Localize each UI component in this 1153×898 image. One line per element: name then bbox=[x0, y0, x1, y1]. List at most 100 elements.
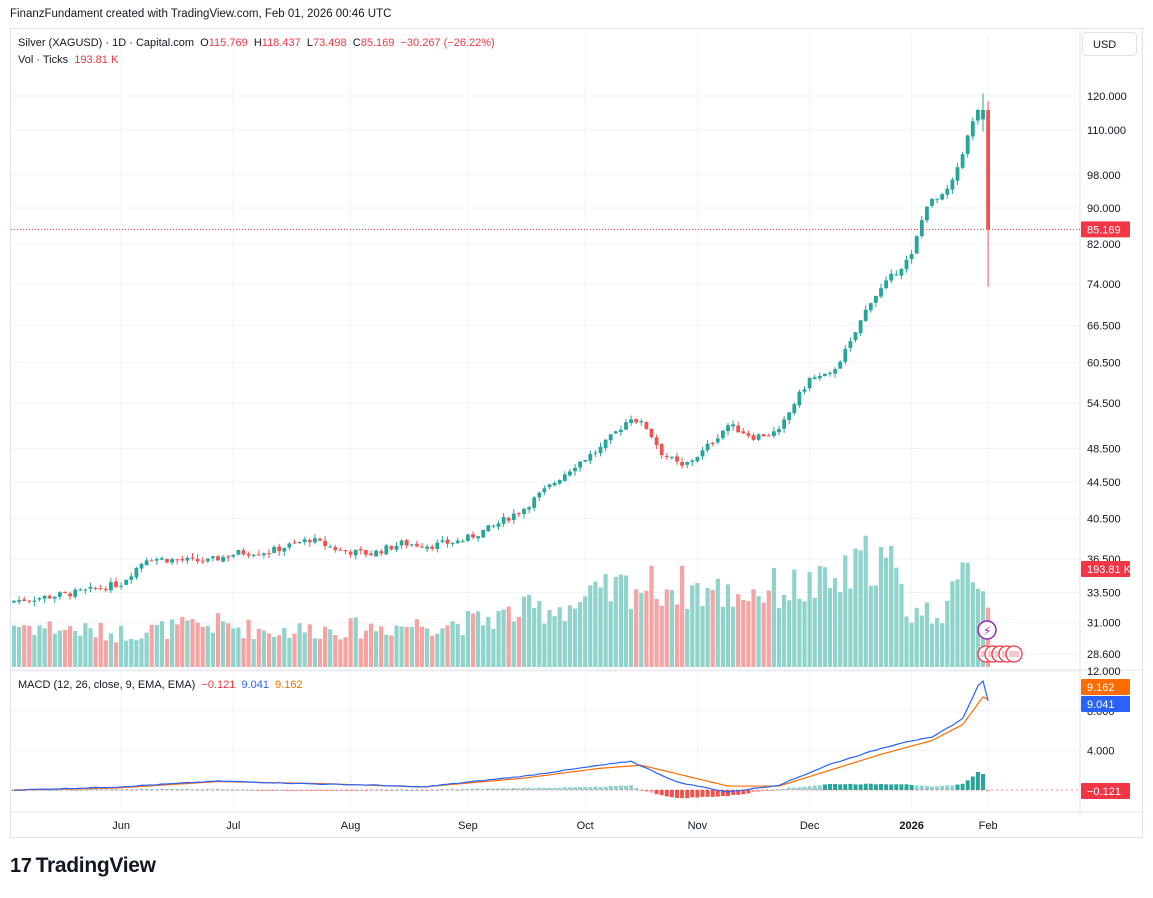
overlay-markers: ⚡ bbox=[977, 620, 1023, 663]
time-tick-label: Aug bbox=[341, 820, 361, 832]
volume-bar bbox=[521, 596, 527, 667]
candle-body bbox=[664, 455, 669, 457]
candle-body bbox=[103, 588, 108, 591]
candle-body bbox=[792, 404, 797, 414]
macd-histogram-bar bbox=[975, 771, 980, 790]
candles bbox=[12, 93, 990, 607]
candle-body bbox=[491, 525, 496, 527]
macd-histogram-bar bbox=[828, 783, 832, 790]
macd-histogram-bar bbox=[532, 788, 537, 790]
candle-body bbox=[292, 542, 297, 544]
macd-histogram-bar bbox=[476, 788, 481, 790]
macd-histogram-bar bbox=[899, 784, 904, 790]
volume-bar bbox=[496, 610, 501, 667]
currency-button[interactable]: USD bbox=[1082, 32, 1137, 56]
candle-body bbox=[511, 513, 516, 520]
candle-body bbox=[364, 550, 368, 555]
macd-histogram-bar bbox=[267, 790, 271, 791]
open-label: O bbox=[200, 37, 209, 49]
candle-body bbox=[501, 517, 506, 524]
event-lightning-icon bbox=[977, 620, 997, 640]
macd-histogram-bar bbox=[914, 785, 919, 790]
candle-body bbox=[83, 589, 88, 591]
macd-histogram-bar bbox=[63, 789, 67, 791]
volume-bar bbox=[812, 597, 817, 667]
candle-body bbox=[476, 536, 480, 539]
candle-body bbox=[685, 462, 690, 465]
volume-bar bbox=[807, 572, 812, 667]
candle-body bbox=[160, 558, 164, 560]
candle-body bbox=[593, 452, 598, 454]
volume-legend[interactable]: Vol · Ticks 193.81 K bbox=[18, 54, 118, 66]
tradingview-logo[interactable]: 17 TradingView bbox=[10, 854, 156, 878]
macd-histogram-bar bbox=[328, 790, 333, 791]
volume-bar bbox=[425, 628, 430, 667]
price-tick-label: 82.000 bbox=[1087, 239, 1121, 251]
candle-body bbox=[726, 425, 730, 432]
macd-histogram-bar bbox=[766, 790, 771, 791]
volume-bar bbox=[674, 604, 680, 667]
candle-body bbox=[409, 544, 414, 546]
macd-histogram-bar bbox=[557, 787, 562, 790]
macd-histogram-bar bbox=[527, 787, 532, 790]
volume-bar bbox=[164, 638, 170, 667]
volume-bar bbox=[741, 599, 746, 667]
volume-bar bbox=[83, 623, 88, 667]
volume-bar bbox=[409, 626, 414, 667]
volume-bar bbox=[899, 583, 904, 667]
volume-bar bbox=[465, 610, 470, 667]
candle-body bbox=[12, 600, 16, 603]
candle-body bbox=[894, 274, 899, 276]
time-tick-label: Oct bbox=[577, 820, 594, 832]
volume-bar bbox=[965, 562, 970, 667]
candle-body bbox=[782, 419, 786, 429]
volume-bar bbox=[506, 606, 511, 667]
macd-signal-tag: 9.162 bbox=[1087, 682, 1115, 694]
high-label: H bbox=[253, 37, 262, 49]
macd-histogram-bar bbox=[603, 786, 608, 790]
macd-histogram-bar bbox=[675, 790, 679, 798]
candle-body bbox=[833, 369, 837, 374]
volume-bar bbox=[715, 578, 720, 667]
macd-histogram-bar bbox=[578, 787, 583, 790]
volume-bar bbox=[62, 629, 68, 667]
volume-bar bbox=[312, 638, 317, 667]
candle-body bbox=[746, 433, 751, 436]
macd-histogram-bar bbox=[884, 784, 889, 790]
candle-body bbox=[323, 540, 327, 547]
price-tick-label: 74.000 bbox=[1087, 279, 1121, 291]
candle-body bbox=[945, 188, 950, 195]
volume-bar bbox=[113, 642, 119, 667]
macd-histogram-bar bbox=[231, 789, 236, 791]
candle-body bbox=[853, 332, 858, 341]
volume-bar bbox=[17, 626, 22, 667]
volume-bar bbox=[618, 574, 623, 667]
volume-bar bbox=[124, 640, 129, 667]
candle-body bbox=[731, 424, 735, 427]
volume-bar bbox=[445, 625, 450, 667]
volume-bar bbox=[909, 622, 914, 667]
symbol-legend[interactable]: Silver (XAGUSD) · 1D · Capital.com O115.… bbox=[18, 37, 495, 49]
candle-body bbox=[573, 467, 577, 472]
volume-bar bbox=[486, 616, 491, 667]
macd-histogram-bar bbox=[889, 784, 894, 790]
candle-body bbox=[98, 588, 103, 590]
candle-body bbox=[379, 551, 384, 554]
candle-body bbox=[639, 421, 644, 423]
macd-histogram-bar bbox=[965, 780, 970, 790]
candle-body bbox=[562, 474, 567, 481]
candle-body bbox=[889, 273, 894, 281]
macd-legend[interactable]: MACD (12, 26, close, 9, EMA, EMA) −0.121… bbox=[18, 679, 303, 691]
volume-bar bbox=[139, 638, 144, 667]
candle-body bbox=[868, 303, 873, 311]
volume-bar bbox=[78, 635, 83, 667]
macd-histogram-bar bbox=[848, 783, 853, 790]
candle-body bbox=[27, 600, 32, 602]
price-tick-label: 60.500 bbox=[1087, 357, 1121, 369]
candle-body bbox=[389, 545, 394, 550]
change-value: −30.267 (−26.22%) bbox=[400, 37, 495, 49]
candle-body bbox=[165, 559, 169, 563]
volume-bar bbox=[353, 617, 358, 667]
volume-bar bbox=[542, 623, 547, 667]
